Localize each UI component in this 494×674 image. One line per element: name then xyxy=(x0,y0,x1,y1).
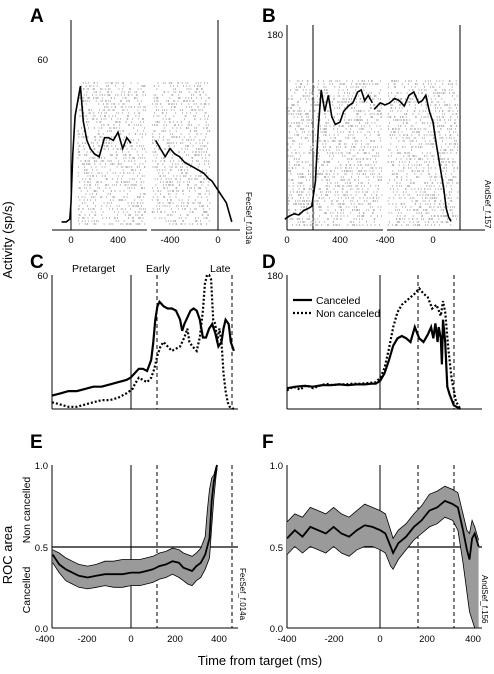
panel-e-ytick-05: 0.5 xyxy=(35,543,48,554)
panel-e-xtick-200: 200 xyxy=(167,634,183,645)
panel-f-file-label: AndSef_f.156 xyxy=(480,575,489,624)
panel-f: 1.0 0.5 0.0 -400 -200 0 200 400 AndSef_f… xyxy=(270,461,489,645)
panel-a-xtick-neg400: -400 xyxy=(160,235,179,246)
activity-axis-label: Activity (sp/s) xyxy=(0,201,15,278)
panel-b-sdf-left xyxy=(284,88,374,220)
panel-a-ytick-max: 60 xyxy=(37,55,48,66)
panel-e-upper-line xyxy=(52,464,218,567)
panel-d-ytick-max: 180 xyxy=(267,271,283,282)
panel-f-ytick-1: 1.0 xyxy=(270,461,283,472)
panel-e-xtick-neg400: -400 xyxy=(35,634,54,645)
panel-a-file-label: FecSef_f.013a xyxy=(244,192,253,245)
legend-canceled-label: Canceled xyxy=(316,295,361,307)
panel-b-file-label: AndSef_f.157 xyxy=(483,180,492,229)
panel-letter-a: A xyxy=(30,6,44,27)
roc-axis-label: ROC area xyxy=(0,525,15,584)
panel-e-cancelled-label: Cancelled xyxy=(21,566,33,613)
panel-b-raster xyxy=(287,80,459,226)
panel-a-axis-break xyxy=(147,222,151,238)
panel-f-xtick-0: 0 xyxy=(377,634,382,645)
panel-e-mean-line xyxy=(51,464,218,579)
panel-letter-b: B xyxy=(262,6,276,27)
time-axis-label: Time from target (ms) xyxy=(198,653,322,668)
legend-noncanceled-label: Non canceled xyxy=(316,308,380,320)
panel-c-canceled-line xyxy=(51,299,235,397)
panel-c-noncanceled-line xyxy=(51,273,235,410)
panel-a-xtick-0b: 0 xyxy=(215,235,220,246)
panel-b-axis-break xyxy=(383,222,387,238)
panel-e-xtick-400: 400 xyxy=(211,634,227,645)
panel-b-xtick-neg400: -400 xyxy=(375,235,394,246)
panel-f-mean-line xyxy=(286,499,480,560)
panel-e-lower-line xyxy=(52,468,218,590)
panel-e-noncancelled-label: Non cancelled xyxy=(21,477,33,544)
panel-b-sdf-right xyxy=(373,90,452,222)
panel-e-xtick-neg200: -200 xyxy=(77,634,96,645)
panel-b-ytick-max: 180 xyxy=(267,30,283,41)
panel-c-epoch-early: Early xyxy=(146,263,171,275)
panel-letter-d: D xyxy=(262,252,276,273)
panel-b-xtick-400: 400 xyxy=(332,235,348,246)
panel-d-noncanceled-line xyxy=(286,286,462,410)
panel-e-ytick-0: 0.0 xyxy=(35,624,48,635)
panel-f-xtick-200: 200 xyxy=(419,634,435,645)
panel-a: 60 0 400 -400 0 FecSef_f.013a xyxy=(37,20,253,246)
panel-f-xtick-neg400: -400 xyxy=(277,634,296,645)
panel-e-file-label: FecSef_f.014a xyxy=(238,568,247,621)
panel-b: 180 0 400 -400 0 AndSef_f.157 xyxy=(267,25,492,246)
panel-e-ytick-1: 1.0 xyxy=(35,461,48,472)
panel-a-raster xyxy=(77,82,211,225)
panel-f-xtick-neg200: -200 xyxy=(324,634,343,645)
panel-f-ytick-05: 0.5 xyxy=(270,543,283,554)
panel-f-ci-band xyxy=(287,486,479,628)
panel-letter-f: F xyxy=(262,432,274,453)
panel-b-xtick-0b: 0 xyxy=(430,235,435,246)
panel-a-sdf-right xyxy=(154,139,233,223)
panel-c-ytick-max: 60 xyxy=(37,271,48,282)
panel-a-sdf-left xyxy=(61,85,132,223)
panel-b-xtick-0: 0 xyxy=(284,235,289,246)
panel-d: 180 Canceled Non canceled xyxy=(267,271,482,410)
panel-letter-c: C xyxy=(30,252,44,273)
panel-a-xtick-0: 0 xyxy=(68,235,73,246)
panel-e: 1.0 0.5 0.0 Non cancelled Cancelled -400… xyxy=(21,461,247,645)
panel-d-canceled-line xyxy=(286,319,461,410)
panel-c-epoch-pretarget: Pretarget xyxy=(72,263,115,275)
panel-f-lower-line xyxy=(286,516,479,629)
panel-f-ytick-0: 0.0 xyxy=(270,624,283,635)
panel-f-xtick-400: 400 xyxy=(465,634,481,645)
panel-c: 60 Pretarget Early Late xyxy=(37,263,238,410)
panel-letter-e: E xyxy=(30,432,43,453)
panel-c-epoch-late: Late xyxy=(210,263,231,275)
panel-e-xtick-0: 0 xyxy=(128,634,133,645)
panel-f-upper-line xyxy=(286,485,479,541)
panel-a-xtick-400: 400 xyxy=(110,235,126,246)
panel-e-ci-band xyxy=(52,465,218,589)
